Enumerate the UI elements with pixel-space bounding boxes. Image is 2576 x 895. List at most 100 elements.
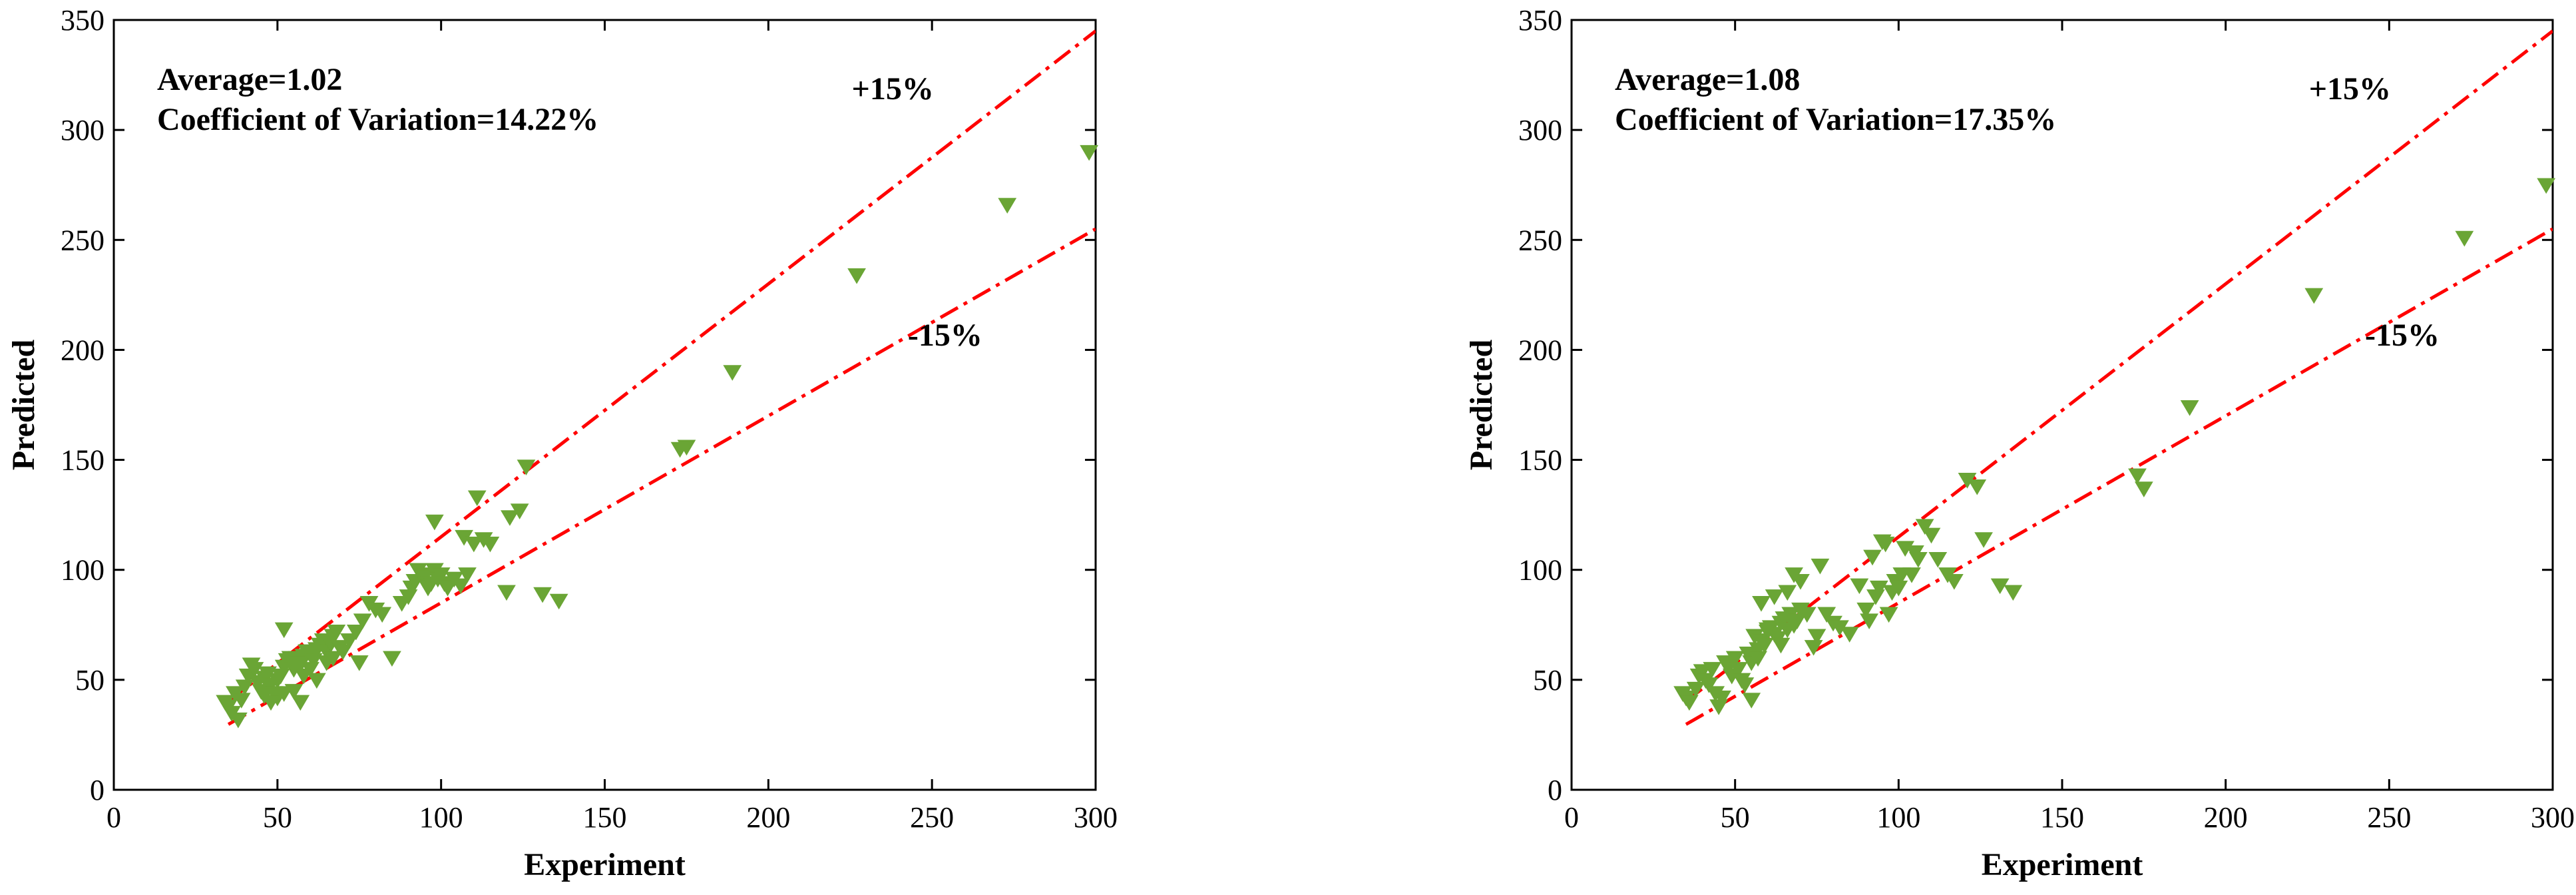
data-point: [340, 633, 359, 649]
data-point: [333, 644, 353, 661]
data-point: [307, 673, 326, 689]
data-point: [1735, 677, 1755, 693]
data-point: [346, 624, 365, 641]
data-point: [1811, 558, 1830, 575]
data-point: [1922, 527, 1941, 544]
x-tick-label: 250: [2367, 801, 2411, 834]
data-point: [353, 613, 372, 630]
data-point: [304, 653, 323, 669]
data-point: [1680, 695, 1699, 711]
x-axis-label: Experiment: [1982, 847, 2143, 882]
data-point: [327, 624, 346, 641]
data-point: [383, 651, 401, 667]
data-point: [373, 607, 392, 623]
x-tick-label: 0: [107, 801, 121, 834]
data-point: [291, 695, 310, 711]
data-point: [1709, 699, 1728, 715]
data-point: [1807, 629, 1826, 645]
band-label-plus-15: +15%: [2309, 71, 2391, 107]
data-point: [677, 440, 696, 456]
data-point: [1879, 607, 1898, 623]
cov-annotation: Coefficient of Variation=14.22%: [157, 102, 598, 137]
data-point: [1765, 589, 1784, 605]
average-annotation: Average=1.08: [1615, 62, 1800, 97]
data-point: [517, 459, 536, 475]
scatter-chart-left: 0 50 100 150 200 250 300 0 50 100 150 200 250 300 350 E…: [6, 4, 1118, 882]
cov-annotation: Coefficient of Variation=17.35%: [1615, 102, 2056, 137]
data-point: [349, 655, 369, 671]
y-tick-label: 50: [75, 664, 105, 697]
y-tick-label: 150: [1518, 444, 1562, 477]
data-point: [464, 536, 483, 553]
data-point: [1713, 691, 1731, 707]
data-point: [1863, 549, 1882, 566]
y-tick-label: 200: [1518, 334, 1562, 366]
data-point: [458, 567, 477, 583]
x-tick-label: 150: [583, 801, 627, 834]
x-tick-label: 300: [1074, 801, 1118, 834]
data-point: [1080, 145, 1099, 161]
data-point: [1840, 627, 1859, 643]
data-point: [1974, 532, 1993, 548]
scatter-chart-right: 0 50 100 150 200 250 300 0 50 100 150 200 250 300 350 E…: [1464, 4, 2575, 882]
y-tick-label: 250: [1518, 224, 1562, 256]
data-point: [2004, 585, 2023, 601]
band-label-minus-15: -15%: [2365, 318, 2440, 353]
data-point: [255, 688, 274, 705]
y-tick-label: 100: [1518, 554, 1562, 587]
band-label-minus-15: -15%: [908, 318, 982, 353]
data-point: [998, 198, 1017, 214]
data-point: [1915, 519, 1934, 535]
data-point: [510, 503, 529, 519]
data-point: [1944, 573, 1964, 590]
data-point: [232, 693, 251, 709]
data-point: [1758, 622, 1777, 639]
y-tick-label: 0: [1548, 774, 1562, 806]
data-point: [1866, 589, 1885, 605]
x-tick-label: 0: [1564, 801, 1579, 834]
data-point: [2180, 400, 2199, 416]
data-point: [2134, 481, 2153, 497]
y-tick-label: 250: [61, 224, 105, 256]
data-point: [1788, 613, 1807, 630]
data-point: [1742, 693, 1761, 709]
data-point: [451, 578, 471, 595]
y-axis-label: Predicted: [1464, 340, 1499, 471]
data-point: [847, 268, 866, 284]
x-tick-label: 50: [263, 801, 292, 834]
data-point: [1850, 578, 1869, 595]
data-point: [1686, 681, 1705, 698]
data-point: [549, 593, 568, 610]
data-point: [1869, 580, 1888, 597]
band-label-plus-15: +15%: [851, 71, 933, 107]
data-point: [1908, 551, 1928, 568]
average-annotation: Average=1.02: [157, 62, 342, 97]
data-point: [1876, 536, 1895, 553]
y-tick-label: 200: [61, 334, 105, 366]
y-tick-label: 350: [61, 4, 105, 37]
data-point: [274, 622, 294, 639]
x-tick-label: 100: [419, 801, 463, 834]
data-point: [245, 662, 264, 678]
data-point: [235, 679, 254, 696]
data-point: [323, 651, 343, 667]
x-tick-label: 200: [2204, 801, 2248, 834]
data-point: [1990, 578, 2010, 595]
data-point: [1889, 580, 1908, 597]
data-point: [2304, 288, 2324, 304]
x-tick-label: 300: [2531, 801, 2575, 834]
x-tick-label: 250: [910, 801, 954, 834]
data-point: [2128, 468, 2147, 485]
x-tick-label: 100: [1876, 801, 1920, 834]
data-point: [1804, 640, 1823, 656]
y-tick-label: 150: [61, 444, 105, 477]
data-point: [1771, 637, 1791, 654]
data-point: [723, 365, 742, 381]
y-tick-label: 50: [1533, 664, 1562, 697]
x-tick-label: 200: [746, 801, 790, 834]
band-line-plus-15: [1685, 29, 2553, 703]
data-point: [228, 713, 248, 729]
y-tick-label: 300: [61, 114, 105, 147]
data-point: [431, 567, 451, 583]
data-point: [1778, 585, 1797, 601]
